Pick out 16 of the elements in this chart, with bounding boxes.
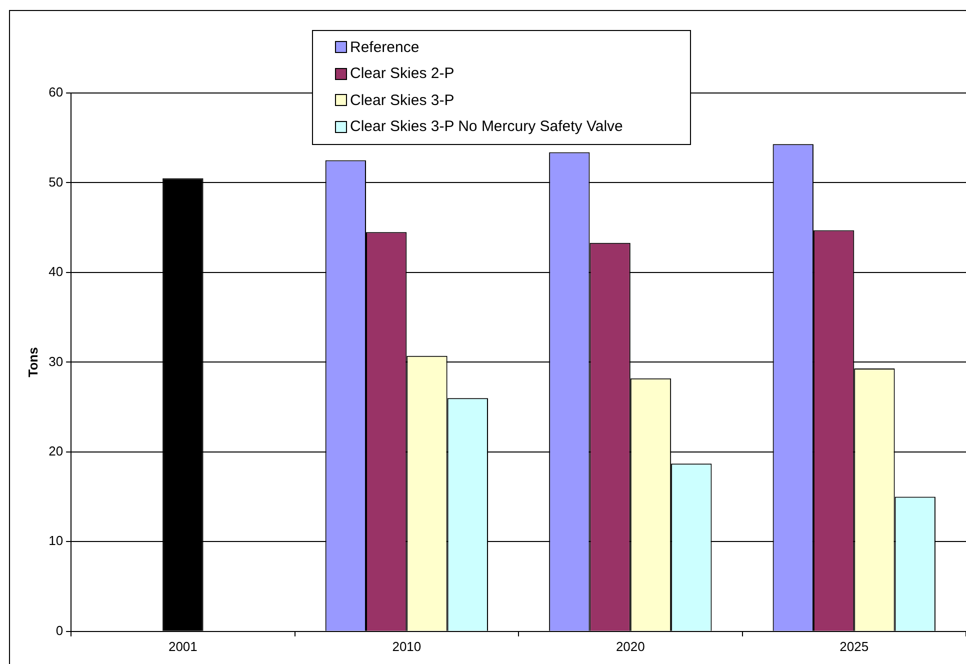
y-tick-label: 50 — [48, 174, 64, 190]
y-tick-label: 30 — [48, 354, 64, 369]
x-tick-label: 2001 — [168, 638, 198, 654]
legend-label: Clear Skies 3-P No Mercury Safety Valve — [350, 118, 623, 136]
y-axis-title: Tons — [25, 347, 40, 378]
y-tick-label: 20 — [48, 444, 64, 459]
y-tick-label: 60 — [48, 84, 64, 100]
legend-label: Reference — [350, 38, 420, 56]
y-tick-label: 40 — [48, 264, 64, 280]
y-tick-label: 0 — [56, 622, 64, 638]
legend-label: Clear Skies 2-P — [350, 65, 454, 82]
y-tick-label: 10 — [48, 533, 64, 548]
legend-label: Clear Skies 3-P — [350, 92, 454, 109]
x-tick-label: 2025 — [840, 638, 869, 654]
x-tick-label: 2010 — [392, 638, 422, 654]
x-tick-label: 2020 — [616, 638, 645, 654]
